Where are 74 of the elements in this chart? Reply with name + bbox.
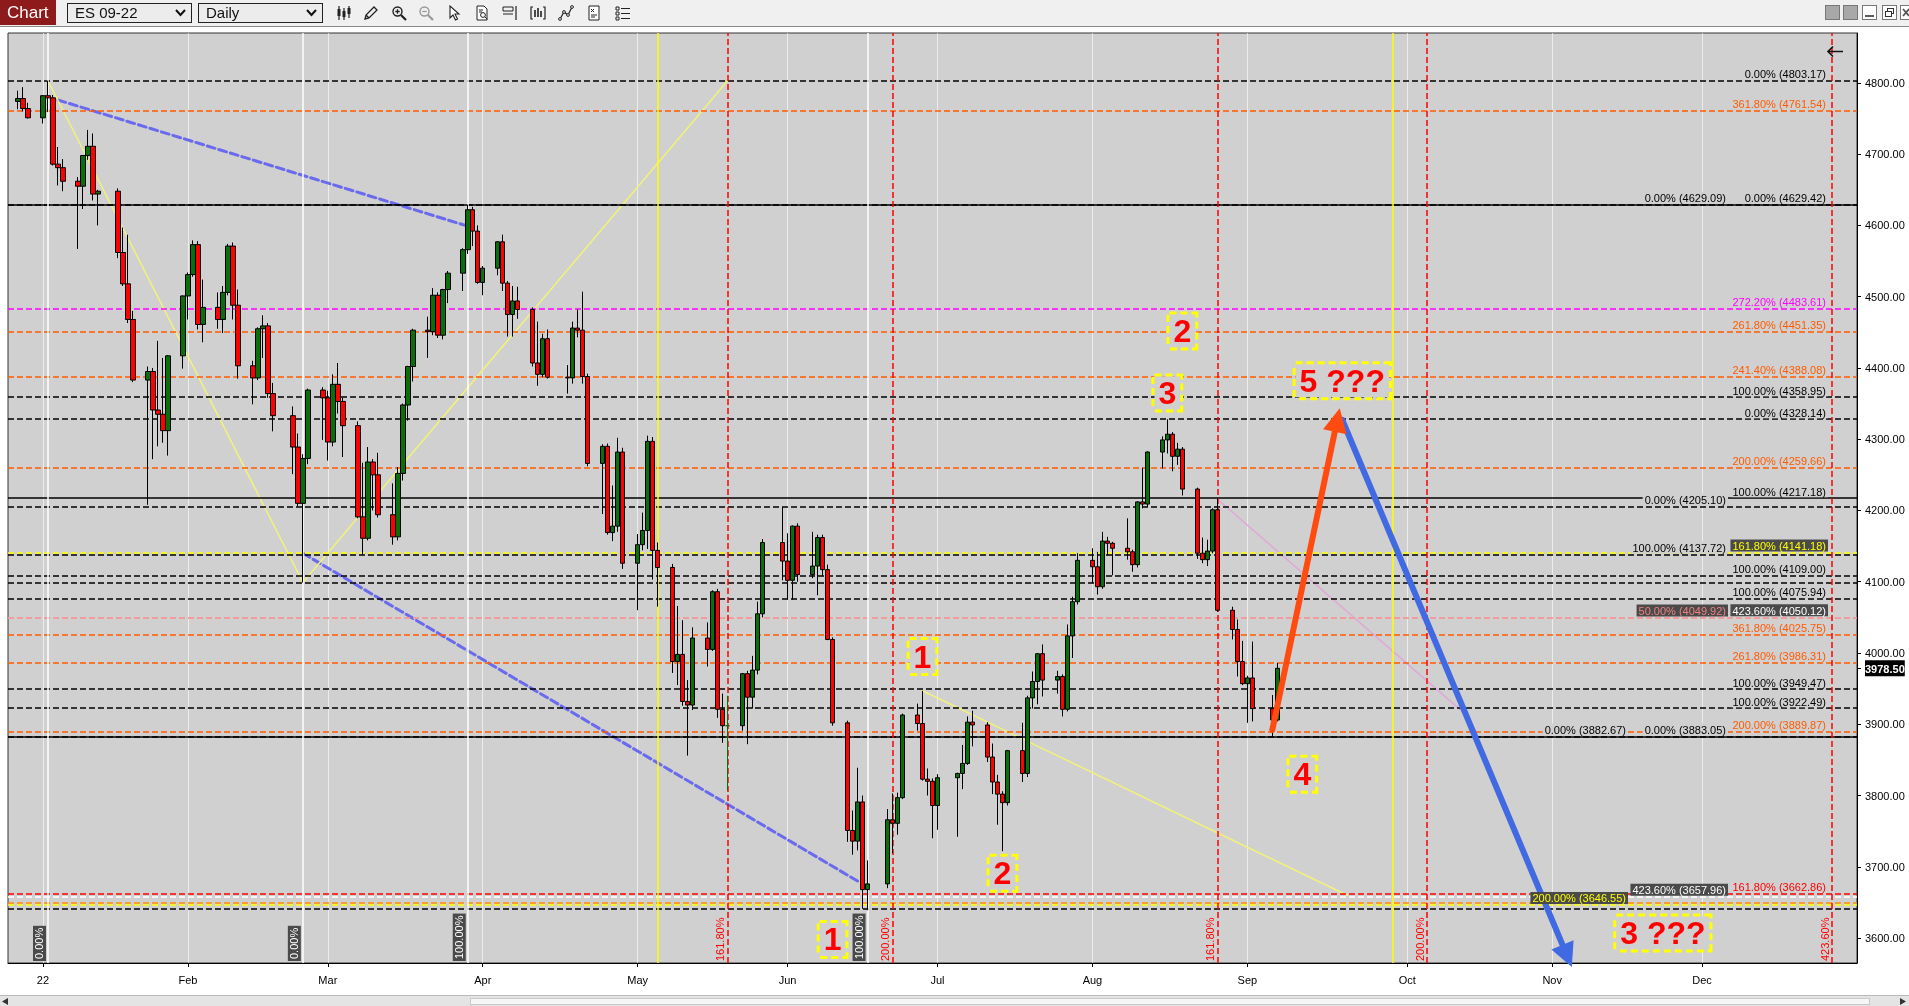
annotation: 5 ??? <box>1299 362 1385 399</box>
ref-line-label: 100.00% <box>453 915 466 959</box>
ref-line-label: 0.00% (4629.42) <box>1744 191 1827 204</box>
ref-line-label: 0.00% (4629.09) <box>1644 192 1727 205</box>
chart-subtitle: Daily <box>206 4 240 21</box>
y-tick-label: 3700.00 <box>1865 860 1905 873</box>
x-tick-label: Dec <box>1692 973 1713 986</box>
annotation: 1 <box>913 638 932 675</box>
annotation: 2 <box>1173 312 1192 349</box>
ref-line-label: 100.00% (3949.47) <box>1732 676 1827 689</box>
ref-line-label: 100.00% <box>853 915 866 959</box>
ref-line-label: 100.00% (4109.00) <box>1732 562 1827 575</box>
x-tick-label: May <box>627 973 649 986</box>
ref-line-label: 200.00% <box>1413 917 1426 961</box>
ref-line-label: 261.80% (4451.35) <box>1732 318 1827 331</box>
y-tick-label: 4700.00 <box>1865 148 1905 161</box>
annotation: 2 <box>993 855 1012 892</box>
x-tick-label: 22 <box>36 973 50 986</box>
ref-line-label: 50.00% (4049.92) <box>1638 604 1727 617</box>
ref-line-label: 161.80% (3662.86) <box>1732 880 1827 893</box>
x-tick-label: Nov <box>1542 973 1563 986</box>
annotation: 4 <box>1293 756 1312 793</box>
y-tick-label: 4500.00 <box>1865 290 1905 303</box>
y-tick-label: 4200.00 <box>1865 504 1905 517</box>
ref-line-label: 272.20% (4483.61) <box>1732 295 1827 308</box>
y-tick-label: 3900.00 <box>1865 718 1905 731</box>
y-tick-label: 3978.50 <box>1865 662 1905 675</box>
x-tick-label: Mar <box>318 973 338 986</box>
x-tick-label: Apr <box>474 973 492 986</box>
annotation: 3 ??? <box>1620 915 1706 951</box>
x-tick-label: Sep <box>1237 973 1258 986</box>
chart-title: ES 09-22 <box>75 4 138 21</box>
ref-line-label: 0.00% (4328.14) <box>1744 406 1827 419</box>
ref-line-label: 200.00% <box>879 917 892 961</box>
ref-line-label: 161.80% <box>714 917 727 961</box>
x-tick-label: Jul <box>930 973 945 986</box>
y-tick-label: 3600.00 <box>1865 932 1905 945</box>
ref-line-label: 0.00% <box>288 927 301 959</box>
ref-line-label: 361.80% (4761.54) <box>1732 97 1827 110</box>
x-tick-label: Feb <box>178 973 198 986</box>
ref-line-label: 241.40% (4388.08) <box>1732 363 1827 376</box>
ref-line-label: 200.00% (4259.66) <box>1732 455 1827 468</box>
annotation: 1 <box>823 921 842 958</box>
ref-line-label: 0.00% (4803.17) <box>1744 68 1827 81</box>
y-tick-label: 4800.00 <box>1865 76 1905 89</box>
ref-line-label: 361.80% (4025.75) <box>1732 622 1827 635</box>
ref-line-label: 100.00% (4358.95) <box>1732 384 1827 397</box>
x-tick-label: Oct <box>1398 973 1416 986</box>
y-tick-label: 3800.00 <box>1865 789 1905 802</box>
x-tick-label: Jun <box>778 973 797 986</box>
ref-line-label: 161.80% <box>1203 917 1216 961</box>
ref-line-label: 423.60% <box>1818 917 1831 961</box>
ref-line-label: 100.00% (4137.72) <box>1632 542 1727 555</box>
ref-line-label: 0.00% (3883.05) <box>1644 723 1727 736</box>
ref-line-label: 423.60% (3657.96) <box>1632 884 1727 897</box>
y-tick-label: 4300.00 <box>1865 433 1905 446</box>
ref-line-label: 161.80% (4141.18) <box>1732 539 1827 552</box>
y-tick-label: 4600.00 <box>1865 219 1905 232</box>
ref-line-label: 200.00% (3646.55) <box>1532 892 1627 905</box>
x-tick-label: Aug <box>1082 973 1103 986</box>
ref-line-label: 100.00% (4217.18) <box>1732 485 1827 498</box>
ref-line-label: 0.00% (3882.67) <box>1544 724 1627 737</box>
ref-line-label: 100.00% (4075.94) <box>1732 586 1827 599</box>
ref-line-label: 200.00% (3889.87) <box>1732 718 1827 731</box>
ref-line-label: 100.00% (3922.49) <box>1732 695 1827 708</box>
ref-line-label: 0.00% <box>33 927 46 959</box>
y-tick-label: 4400.00 <box>1865 361 1905 374</box>
y-tick-label: 4100.00 <box>1865 575 1905 588</box>
y-tick-label: 4000.00 <box>1865 647 1905 659</box>
text: Chart <box>0 0 56 25</box>
annotation: 3 <box>1158 374 1177 411</box>
ref-line-label: 0.00% (4205.10) <box>1644 494 1727 507</box>
ref-line-label: 261.80% (3986.31) <box>1732 650 1827 663</box>
ref-line-label: 423.60% (4050.12) <box>1732 604 1827 617</box>
